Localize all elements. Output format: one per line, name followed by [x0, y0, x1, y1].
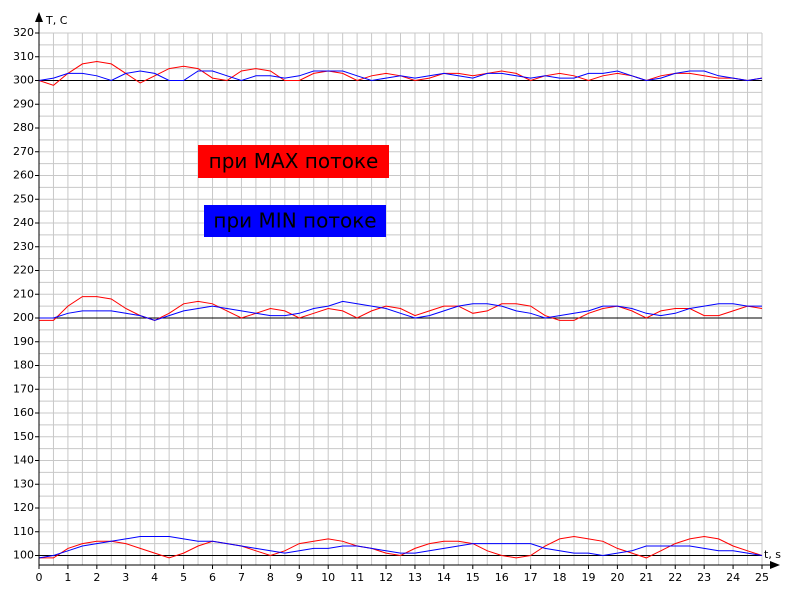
series-line	[39, 535, 763, 559]
x-tick-label: 13	[408, 571, 422, 584]
y-tick-label: 240	[13, 216, 34, 229]
y-tick-label: 130	[13, 477, 34, 490]
x-tick-label: 21	[639, 571, 653, 584]
x-tick-label: 0	[36, 571, 43, 584]
y-tick-label: 230	[13, 240, 34, 253]
series-line	[38, 70, 763, 82]
x-tick-label: 1	[64, 571, 71, 584]
y-tick-label: 180	[13, 359, 34, 372]
plot-area	[38, 60, 763, 559]
y-tick-label: 290	[13, 97, 34, 110]
x-tick-label: 25	[755, 571, 769, 584]
x-tick-label: 19	[581, 571, 595, 584]
x-tick-label: 12	[379, 571, 393, 584]
x-axis-title: t, s	[764, 548, 781, 561]
y-tick-label: 320	[13, 26, 34, 39]
series-line	[39, 296, 763, 321]
y-tick-label: 250	[13, 192, 34, 205]
x-tick-label: 23	[697, 571, 711, 584]
y-tick-label: 220	[13, 264, 34, 277]
y-tick-label: 150	[13, 430, 34, 443]
x-tick-label: 20	[610, 571, 624, 584]
x-tick-label: 10	[321, 571, 335, 584]
y-tick-label: 210	[13, 287, 34, 300]
x-tick-label: 2	[93, 571, 100, 584]
y-tick-label: 310	[13, 50, 34, 63]
y-axis-title: T, C	[45, 14, 68, 27]
y-tick-label: 120	[13, 501, 34, 514]
annotation-box	[198, 145, 389, 178]
y-tick-label: 260	[13, 169, 34, 182]
y-tick-label: 190	[13, 335, 34, 348]
x-tick-label: 15	[466, 571, 480, 584]
x-tick-label: 24	[726, 571, 740, 584]
y-tick-label: 100	[13, 549, 34, 562]
annotation-text: при MAX потоке	[209, 149, 379, 173]
x-tick-label: 8	[267, 571, 274, 584]
x-tick-label: 18	[553, 571, 567, 584]
y-tick-label: 140	[13, 454, 34, 467]
y-tick-label: 110	[13, 525, 34, 538]
y-tick-label: 270	[13, 145, 34, 158]
y-axis-arrow	[35, 12, 43, 22]
annotation-text: при MIN потоке	[213, 209, 376, 233]
x-tick-label: 17	[524, 571, 538, 584]
x-tick-label: 6	[209, 571, 216, 584]
x-tick-label: 4	[151, 571, 158, 584]
y-tick-label: 300	[13, 74, 34, 87]
x-tick-label: 5	[180, 571, 187, 584]
x-tick-label: 22	[668, 571, 682, 584]
annotation-box	[204, 205, 386, 237]
x-axis-arrow	[770, 561, 780, 569]
x-tick-label: 16	[495, 571, 509, 584]
y-tick-label: 280	[13, 121, 34, 134]
y-tick-label: 170	[13, 382, 34, 395]
x-tick-label: 11	[350, 571, 364, 584]
y-tick-label: 160	[13, 406, 34, 419]
y-tick-label: 200	[13, 311, 34, 324]
series-line	[39, 300, 762, 321]
x-tick-label: 9	[296, 571, 303, 584]
x-tick-label: 3	[122, 571, 129, 584]
x-tick-label: 14	[437, 571, 451, 584]
series-line	[38, 536, 763, 559]
x-tick-label: 7	[238, 571, 245, 584]
